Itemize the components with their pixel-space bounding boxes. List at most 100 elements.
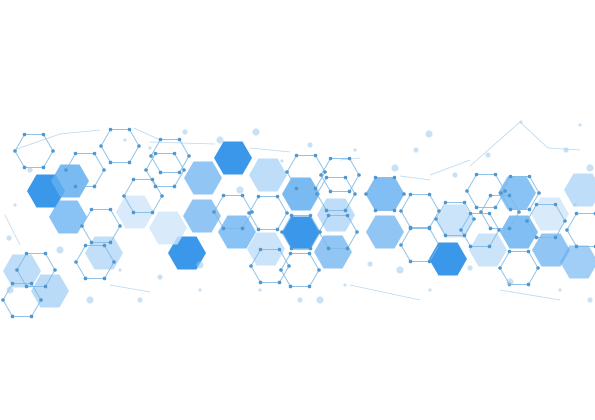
vertex-node: [399, 243, 403, 247]
vertex-node: [553, 235, 558, 240]
background-dot: [367, 261, 373, 267]
vertex-node: [99, 144, 103, 148]
vertex-node: [317, 268, 321, 272]
vertex-node: [158, 137, 163, 142]
background-dot: [413, 147, 419, 153]
background-dot: [587, 297, 593, 303]
vertex-node: [326, 213, 331, 218]
vertex-node: [574, 244, 579, 249]
vertex-node: [258, 247, 263, 252]
filled-hexagon: [366, 215, 404, 249]
background-dot: [391, 164, 399, 172]
vertex-node: [294, 153, 299, 158]
vertex-node: [10, 281, 15, 286]
vertex-node: [462, 200, 467, 205]
vertex-node: [108, 160, 113, 165]
background-dot: [157, 274, 163, 280]
vertex-node: [493, 205, 498, 210]
vertex-node: [526, 282, 531, 287]
background-dot: [573, 203, 577, 207]
vertex-node: [479, 210, 483, 214]
vertex-node: [221, 193, 226, 198]
filled-hexagon: [564, 173, 595, 207]
connector-line: [109, 284, 151, 293]
vertex-node: [112, 260, 116, 264]
vertex-node: [102, 168, 106, 172]
background-dot: [198, 288, 202, 292]
vertex-node: [43, 284, 48, 289]
vertex-node: [102, 243, 107, 248]
filled-hexagon: [49, 200, 87, 234]
vertex-node: [153, 151, 158, 156]
vertex-node: [127, 160, 132, 165]
vertex-node: [317, 230, 321, 234]
filled-hexagon: [317, 198, 355, 232]
outline-hexagon: [400, 194, 440, 228]
vertex-node: [279, 268, 283, 272]
filled-hexagon: [366, 177, 404, 211]
connector-line: [13, 133, 61, 151]
outline-hexagon: [150, 139, 190, 173]
background-dot: [118, 268, 122, 272]
vertex-node: [437, 243, 441, 247]
background-dot: [428, 288, 432, 292]
vertex-node: [294, 186, 299, 191]
vertex-node: [499, 191, 503, 195]
vertex-node: [89, 240, 94, 245]
background-dot: [343, 283, 347, 287]
vertex-node: [536, 266, 540, 270]
vertex-node: [137, 144, 141, 148]
vertex-node: [172, 184, 177, 189]
vertex-nodes: [1, 127, 595, 319]
vertex-node: [118, 224, 122, 228]
vertex-node: [534, 202, 539, 207]
background-dot: [137, 297, 143, 303]
vertex-node: [29, 281, 34, 286]
background-dot: [123, 138, 127, 142]
filled-hexagon: [282, 177, 320, 211]
vertex-node: [493, 172, 498, 177]
vertex-node: [443, 200, 448, 205]
connector-line: [469, 121, 521, 167]
outline-hexagon: [100, 129, 140, 163]
background-dot: [258, 288, 262, 292]
outline-hexagon: [566, 213, 595, 247]
vertex-node: [92, 184, 97, 189]
filled-hexagons: [3, 141, 595, 308]
vertex-node: [345, 213, 350, 218]
background-dots: [6, 120, 594, 304]
vertex-node: [13, 149, 17, 153]
vertex-node: [24, 284, 29, 289]
vertex-node: [498, 266, 502, 270]
vertex-node: [172, 151, 177, 156]
vertex-node: [285, 211, 289, 215]
vertex-node: [434, 217, 438, 221]
vertex-node: [240, 193, 245, 198]
background-dot: [519, 120, 523, 124]
vertex-node: [497, 228, 501, 232]
vertex-node: [22, 132, 27, 137]
vertex-node: [277, 247, 282, 252]
vertex-node: [462, 233, 467, 238]
vertex-node: [288, 284, 293, 289]
filled-hexagon: [314, 235, 352, 269]
background-dot: [13, 203, 17, 207]
vertex-node: [150, 210, 155, 215]
filled-hexagon: [429, 242, 467, 276]
vertex-node: [343, 175, 348, 180]
vertex-node: [364, 192, 368, 196]
vertex-node: [402, 192, 406, 196]
filled-hexagon: [3, 254, 41, 288]
vertex-node: [324, 208, 329, 213]
vertex-node: [80, 224, 84, 228]
vertex-node: [1, 298, 5, 302]
connector-line: [59, 129, 101, 135]
background-dot: [280, 159, 284, 163]
vertex-node: [24, 251, 29, 256]
vertex-node: [15, 268, 19, 272]
vertex-node: [83, 243, 88, 248]
vertex-node: [392, 175, 397, 180]
connector-line: [133, 127, 161, 141]
vertex-node: [355, 230, 359, 234]
